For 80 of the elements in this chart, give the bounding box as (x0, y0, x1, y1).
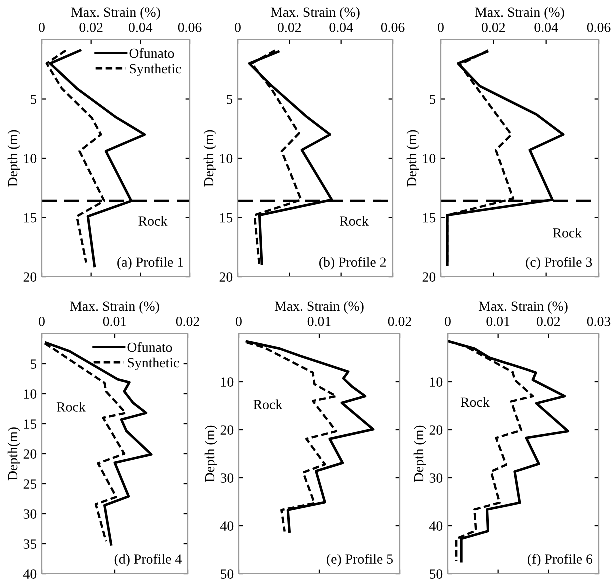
x-axis-title: Max. Strain (%) (274, 301, 364, 314)
y-tick-label: 5 (430, 94, 436, 104)
y-tick-label: 15 (220, 213, 233, 223)
y-tick-label: 30 (430, 474, 443, 483)
y-tick-label: 40 (220, 522, 234, 531)
y-tick-label: 20 (430, 426, 443, 435)
y-tick-label: 5 (31, 360, 37, 369)
x-tick-label: 0.01 (486, 316, 510, 326)
annotation: Rock (56, 402, 86, 412)
annotation: Rock (460, 397, 490, 408)
y-tick-label: 40 (24, 570, 37, 579)
x-axis-title: Max. Strain (%) (70, 301, 160, 314)
y-tick-label: 5 (227, 94, 233, 104)
y-tick-label: 30 (220, 474, 234, 483)
x-tick-label: 0.02 (80, 22, 103, 32)
x-tick-label: 0.02 (388, 316, 412, 326)
x-tick-label: 0.02 (176, 316, 200, 326)
x-tick-label: 0.06 (587, 22, 611, 32)
y-tick-label: 40 (430, 522, 443, 531)
y-tick-label: 20 (220, 272, 233, 282)
x-tick-label: 0.04 (534, 22, 558, 32)
y-tick-label: 20 (24, 450, 37, 459)
x-tick-label: 0.06 (381, 22, 405, 32)
annotation: Rock (553, 228, 582, 238)
y-tick-label: 10 (221, 378, 234, 387)
x-tick-label: 0 (39, 316, 45, 326)
x-tick-label: 0 (438, 22, 444, 32)
legend-label: Ofunato (130, 48, 174, 58)
x-tick-label: 0 (445, 316, 451, 326)
y-tick-label: 10 (24, 390, 37, 399)
x-tick-label: 0.03 (587, 316, 611, 326)
legend-label: Synthetic (130, 64, 182, 77)
x-tick-label: 0.02 (537, 316, 560, 326)
annotation: (f) Profile 6 (528, 554, 593, 567)
y-tick-label: 10 (430, 378, 443, 387)
legend-label: Ofunato (128, 342, 172, 352)
y-axis-title: Depth (m) (406, 130, 420, 187)
y-axis-title: Depth (m) (8, 130, 20, 187)
y-tick-label: 20 (24, 272, 37, 282)
x-tick-label: 0.01 (308, 316, 331, 326)
x-axis-title: Max. Strain (%) (478, 301, 568, 314)
y-axis-title: Depth (m) (204, 130, 216, 187)
legend-label: Synthetic (128, 358, 180, 371)
x-axis-title: Max. Strain (%) (71, 7, 160, 20)
annotation: Rock (254, 400, 283, 410)
y-tick-label: 15 (24, 420, 37, 429)
y-tick-label: 50 (430, 570, 443, 579)
annotation: (e) Profile 5 (327, 554, 394, 567)
y-tick-label: 10 (24, 154, 37, 164)
annotation: (c) Profile 3 (526, 257, 592, 270)
y-axis-title: Depth (m) (204, 426, 218, 482)
x-tick-label: 0.01 (103, 316, 126, 326)
annotation: Rock (340, 216, 369, 226)
x-tick-label: 0 (235, 22, 241, 32)
x-tick-label: 0.02 (278, 22, 302, 32)
x-tick-label: 0.04 (129, 22, 153, 32)
x-tick-label: 0 (236, 316, 242, 326)
y-axis-title: Depth (m) (414, 426, 426, 482)
y-tick-label: 10 (220, 154, 233, 164)
annotation: Rock (138, 216, 168, 226)
x-tick-label: 0.04 (330, 22, 354, 32)
x-axis-title: Max. Strain (%) (475, 7, 564, 20)
y-tick-label: 10 (423, 154, 436, 164)
x-tick-label: 0 (39, 22, 45, 32)
annotation: (b) Profile 2 (320, 257, 386, 270)
y-tick-label: 20 (422, 272, 436, 282)
x-tick-label: 0.02 (482, 22, 506, 32)
y-tick-label: 15 (423, 213, 436, 223)
x-axis-title: Max. Strain (%) (270, 7, 360, 20)
annotation: (a) Profile 1 (118, 257, 184, 270)
y-tick-label: 30 (24, 510, 37, 519)
y-tick-label: 25 (24, 480, 37, 489)
y-tick-label: 50 (221, 570, 234, 579)
x-tick-label: 0.06 (178, 22, 202, 32)
y-tick-label: 15 (24, 213, 37, 223)
y-axis-title: Depth(m) (8, 428, 20, 481)
annotation: (d) Profile 4 (114, 554, 182, 567)
y-tick-label: 5 (31, 94, 37, 104)
y-tick-label: 35 (24, 540, 37, 549)
y-tick-label: 20 (220, 426, 234, 435)
